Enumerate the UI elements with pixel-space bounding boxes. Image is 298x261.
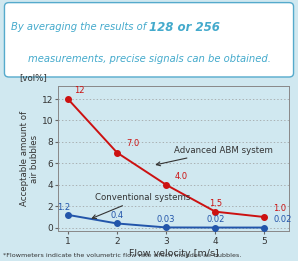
Text: 1.0: 1.0	[273, 204, 286, 213]
FancyBboxPatch shape	[4, 3, 294, 77]
Text: measurements, precise signals can be obtained.: measurements, precise signals can be obt…	[27, 54, 271, 64]
Text: 0.4: 0.4	[111, 211, 124, 220]
Text: [vol%]: [vol%]	[19, 73, 46, 82]
Text: 128 or 256: 128 or 256	[149, 21, 220, 34]
Y-axis label: Acceptable amount of
air bubbles: Acceptable amount of air bubbles	[20, 111, 39, 206]
Text: 7.0: 7.0	[126, 139, 139, 148]
Text: 0.03: 0.03	[157, 215, 176, 224]
X-axis label: Flow velocity [m/s]: Flow velocity [m/s]	[129, 249, 218, 258]
Text: 1.5: 1.5	[209, 199, 222, 208]
Text: Conventional systems: Conventional systems	[92, 193, 190, 218]
Text: *Flowmeters indicate the volumetric flow rate which includes air bubbles.: *Flowmeters indicate the volumetric flow…	[3, 253, 241, 258]
Text: 1.2: 1.2	[58, 203, 71, 212]
Text: 4.0: 4.0	[175, 171, 188, 181]
Text: 12: 12	[74, 86, 84, 95]
Text: 0.02: 0.02	[273, 215, 292, 224]
Text: Advanced ABM system: Advanced ABM system	[156, 146, 272, 166]
Text: By averaging the results of: By averaging the results of	[11, 22, 149, 32]
Text: 0.02: 0.02	[206, 215, 224, 224]
